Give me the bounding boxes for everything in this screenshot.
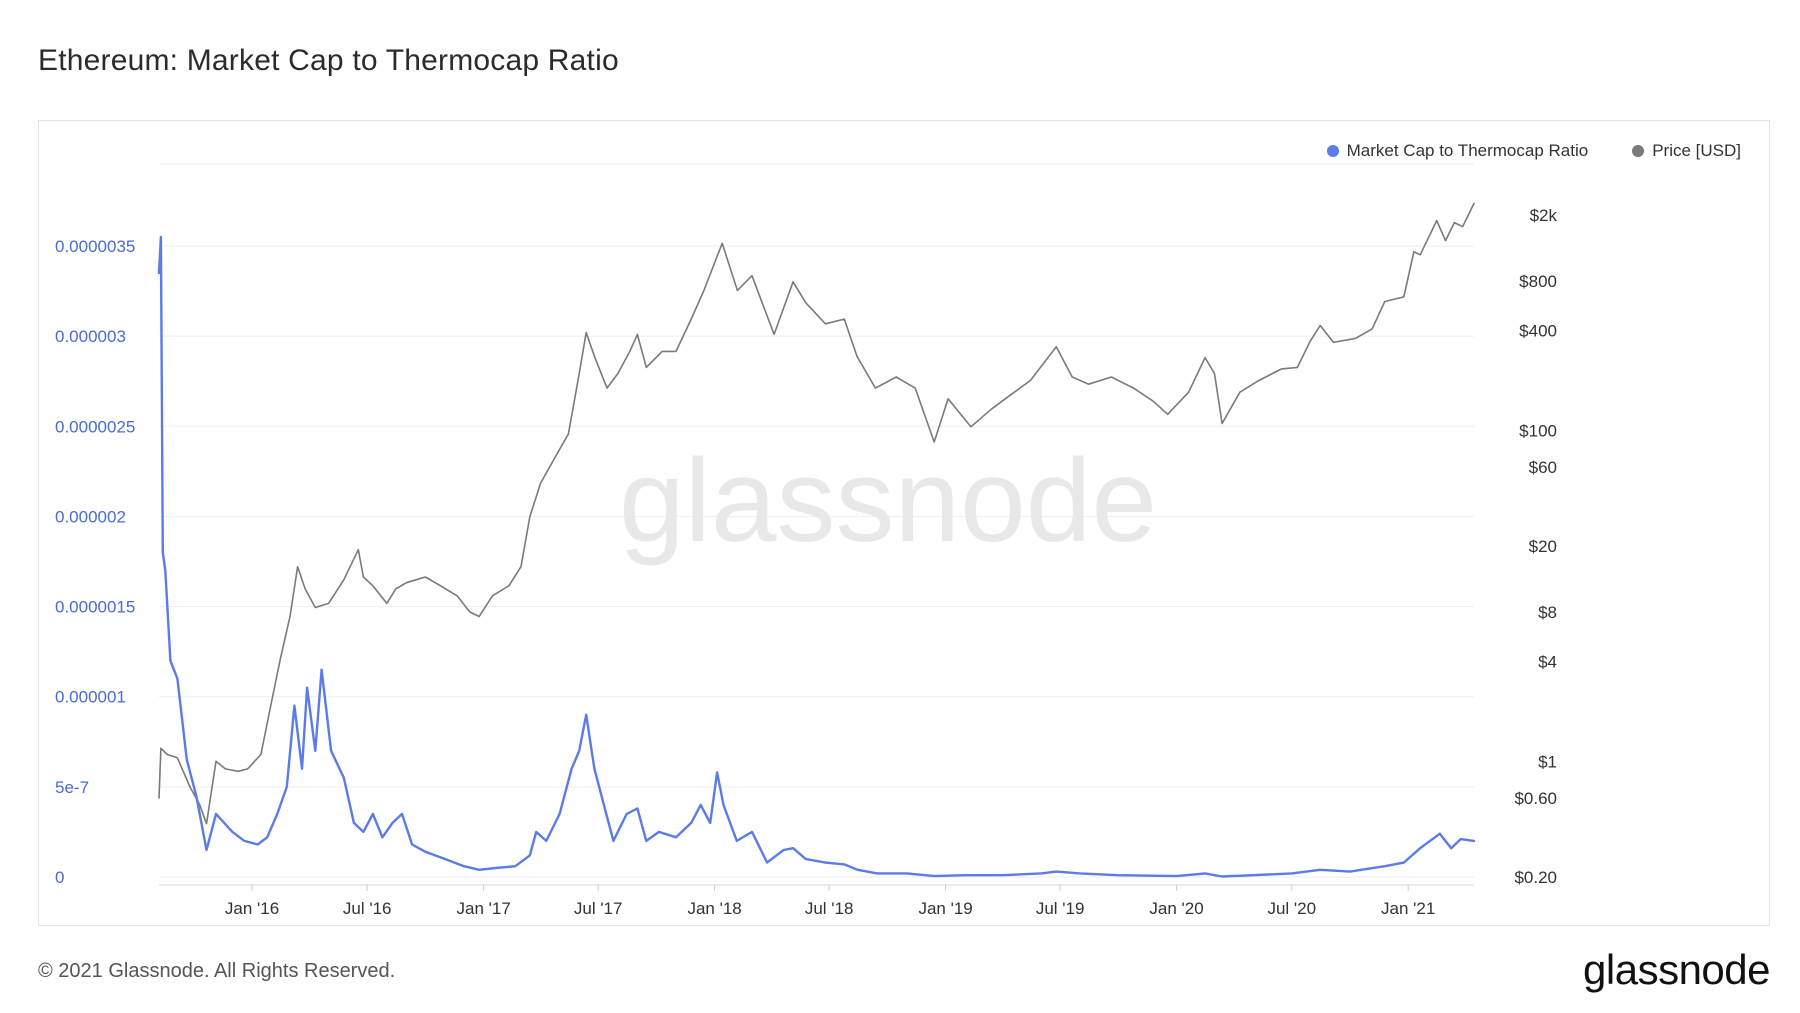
legend-label-ratio: Market Cap to Thermocap Ratio xyxy=(1346,141,1589,160)
left-axis-tick-label: 0.0000015 xyxy=(55,598,135,617)
x-axis-tick-label: Jan '21 xyxy=(1381,899,1435,918)
price-series-line xyxy=(158,202,1475,825)
legend-dot-price xyxy=(1632,145,1645,157)
legend: Market Cap to Thermocap Ratio Price [USD… xyxy=(1326,141,1741,161)
x-axis-tick-label: Jan '16 xyxy=(225,899,279,918)
right-axis-tick-label: $400 xyxy=(1519,322,1557,341)
x-axis-tick-label: Jan '17 xyxy=(456,899,510,918)
left-axis-tick-label: 0.0000025 xyxy=(55,417,135,436)
left-axis-tick-label: 0.000002 xyxy=(55,507,126,526)
left-axis-tick-label: 0.000001 xyxy=(55,688,126,707)
ratio-series-layer xyxy=(157,235,1476,878)
watermark: glassnode xyxy=(619,435,1157,567)
grid-layer xyxy=(159,163,1474,878)
brand-logo: glassnode xyxy=(1583,946,1770,993)
ratio-series-line xyxy=(157,235,1476,878)
right-axis-tick-label: $2k xyxy=(1530,206,1558,225)
left-axis: 0 5e-7 0.000001 0.0000015 0.000002 0.0000025 0… xyxy=(55,237,135,887)
x-axis-tick-label: Jul '17 xyxy=(574,899,623,918)
x-axis-tick-label: Jan '19 xyxy=(918,899,972,918)
right-axis-tick-label: $60 xyxy=(1529,458,1557,477)
right-axis-tick-label: $8 xyxy=(1538,603,1557,622)
left-axis-tick-label: 0 xyxy=(55,868,64,887)
x-axis-tick-label: Jan '18 xyxy=(687,899,741,918)
chart-svg: glassnode 0 5e-7 0.000001 0.0000015 0.000002… xyxy=(55,163,1557,918)
copyright-text: © 2021 Glassnode. All Rights Reserved. xyxy=(38,960,396,982)
x-axis-tick-label: Jul '20 xyxy=(1267,899,1316,918)
x-axis: Jan '16 Jul '16 Jan '17 Jul '17 Jan '18 Jul '… xyxy=(159,884,1474,918)
x-axis-tick-label: Jan '20 xyxy=(1149,899,1203,918)
price-series-layer xyxy=(158,202,1475,825)
right-axis-tick-label: $20 xyxy=(1529,537,1557,556)
x-axis-tick-label: Jul '16 xyxy=(343,899,392,918)
left-axis-tick-label: 0.0000035 xyxy=(55,237,135,256)
right-axis-tick-label: $1 xyxy=(1538,752,1557,771)
chart-panel: glassnode 0 5e-7 0.000001 0.0000015 0.000002… xyxy=(38,120,1770,926)
right-axis-tick-label: $0.20 xyxy=(1514,868,1557,887)
right-axis-tick-label: $100 xyxy=(1519,421,1557,440)
legend-label-price: Price [USD] xyxy=(1652,141,1741,160)
right-axis-tick-label: $4 xyxy=(1538,653,1557,672)
left-axis-tick-label: 0.000003 xyxy=(55,327,126,346)
legend-item-ratio[interactable]: Market Cap to Thermocap Ratio xyxy=(1326,141,1589,161)
page-title: Ethereum: Market Cap to Thermocap Ratio xyxy=(38,44,619,77)
x-axis-tick-label: Jul '19 xyxy=(1036,899,1085,918)
left-axis-tick-label: 5e-7 xyxy=(55,778,89,797)
legend-dot-ratio xyxy=(1326,145,1339,157)
legend-item-price[interactable]: Price [USD] xyxy=(1632,141,1741,161)
right-axis: $0.20 $0.60 $1 $4 $8 $20 $60 $100 $400 $800 $2k xyxy=(1514,206,1557,887)
right-axis-tick-label: $0.60 xyxy=(1514,789,1557,808)
right-axis-tick-label: $800 xyxy=(1519,272,1557,291)
x-axis-tick-label: Jul '18 xyxy=(805,899,854,918)
